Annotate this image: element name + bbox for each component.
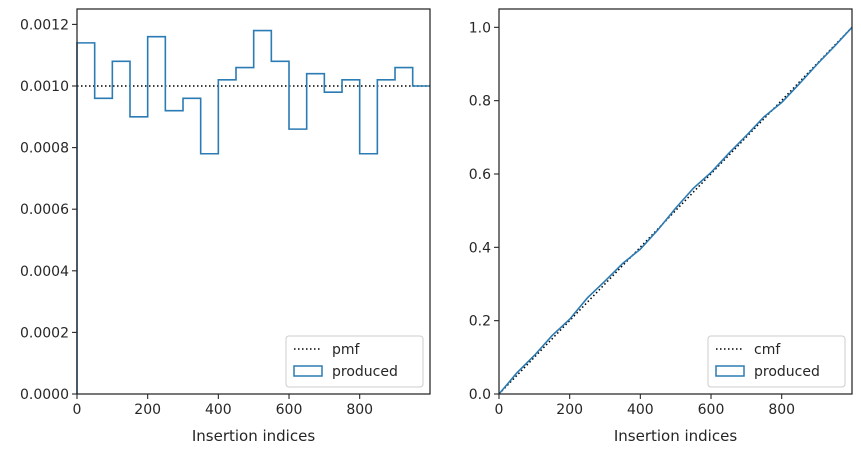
plot-frame (76, 8, 431, 395)
legend-swatch-produced (715, 365, 745, 377)
y-tick-label: 0.0 (469, 387, 491, 403)
legend: pmf produced (285, 335, 424, 388)
series-cmf-line (498, 26, 853, 395)
legend-box (285, 335, 424, 388)
x-tick-label: 0 (73, 402, 82, 418)
y-tick-label: 0.2 (469, 314, 491, 330)
x-tick-label: 600 (276, 402, 303, 418)
pmf-chart: 0 200 400 600 800 0.0000 0.0002 0.0004 0.0006 0.0… (20, 8, 431, 445)
legend: cmf produced (707, 335, 846, 388)
x-tick-label: 600 (698, 402, 725, 418)
series-produced-line (498, 26, 853, 395)
legend-label-produced: produced (754, 364, 820, 380)
y-tick-label: 0.0008 (20, 141, 69, 157)
y-tick-label: 0.4 (469, 240, 491, 256)
y-tick-label: 0.0002 (20, 325, 69, 341)
x-tick-label: 400 (627, 402, 654, 418)
x-tick-label: 800 (768, 402, 795, 418)
x-tick-label: 0 (495, 402, 504, 418)
plot-frame (498, 8, 853, 395)
x-axis-label: Insertion indices (614, 427, 737, 445)
legend-box (707, 335, 846, 388)
y-tick-label: 0.0006 (20, 202, 69, 218)
series-produced-line (76, 29, 430, 394)
legend-label-cmf: cmf (754, 342, 781, 358)
legend-swatch-produced (293, 365, 323, 377)
y-tick-label: 0.8 (469, 94, 491, 110)
cmf-chart: 0 200 400 600 800 0.0 0.2 0.4 0.6 0.8 1.0 Insertion… (469, 8, 853, 445)
legend-label-pmf: pmf (332, 342, 361, 358)
x-tick-label: 800 (346, 402, 373, 418)
x-axis-label: Insertion indices (192, 427, 315, 445)
x-tick-label: 400 (205, 402, 232, 418)
y-tick-label: 1.0 (469, 20, 491, 36)
y-tick-label: 0.0010 (20, 79, 69, 95)
y-tick-label: 0.6 (469, 167, 491, 183)
x-tick-label: 200 (134, 402, 161, 418)
x-tick-label: 200 (556, 402, 583, 418)
y-tick-label: 0.0004 (20, 264, 69, 280)
legend-label-produced: produced (332, 364, 398, 380)
y-tick-label: 0.0000 (20, 387, 69, 403)
y-tick-label: 0.0012 (20, 17, 69, 33)
